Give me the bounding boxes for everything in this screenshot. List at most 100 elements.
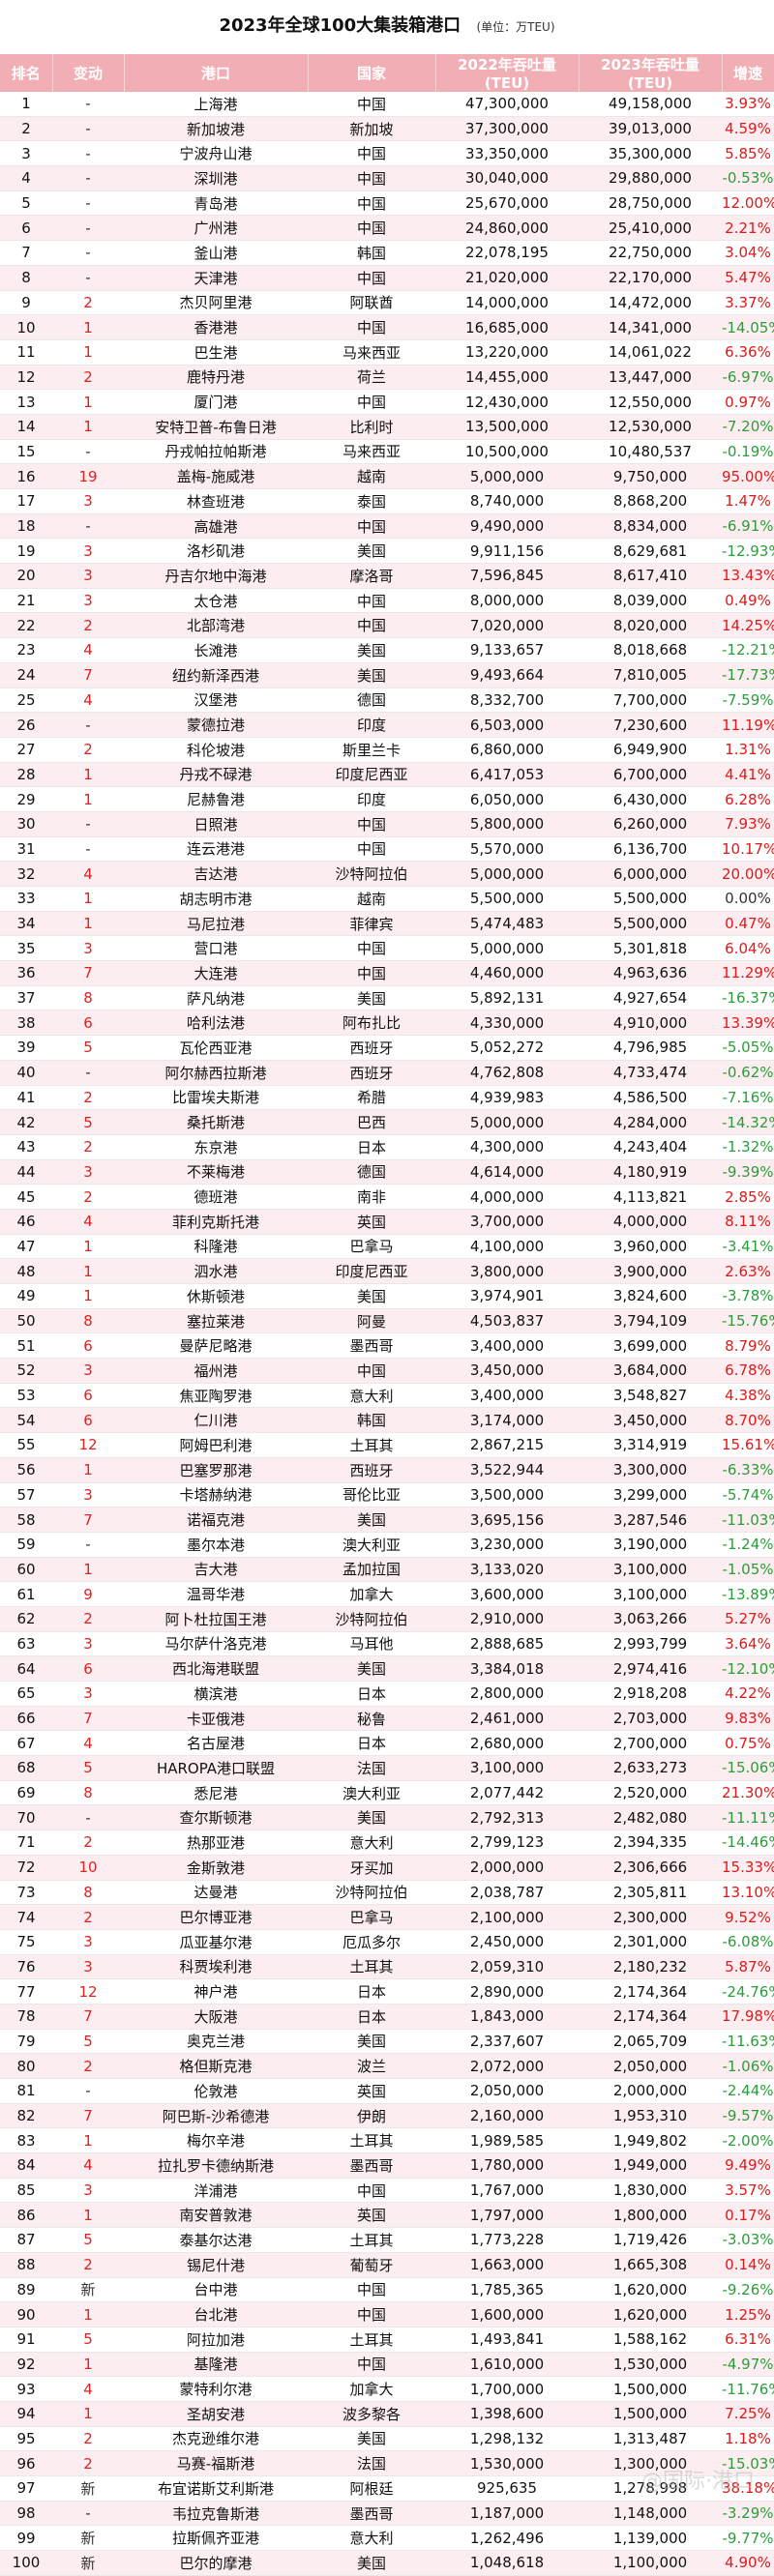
growth-cell: -1.32%: [722, 1134, 774, 1160]
port-cell: 大连港: [124, 960, 308, 986]
page-title: 2023年全球100大集装箱港口: [219, 15, 461, 36]
table-row: 56 1 巴塞罗那港 西班牙 3,522,944 3,300,000 -6.33%: [0, 1457, 774, 1483]
volume-2023-cell: 3,824,600: [579, 1283, 722, 1309]
country-cell: 沙特阿拉伯: [308, 1606, 435, 1632]
volume-2023-cell: 4,180,919: [579, 1159, 722, 1186]
volume-2022-cell: 13,500,000: [435, 414, 579, 440]
country-cell: 波多黎各: [308, 2401, 435, 2427]
port-cell: 上海港: [124, 92, 308, 117]
country-cell: 英国: [308, 2078, 435, 2104]
volume-2022-cell: 2,160,000: [435, 2103, 579, 2129]
port-cell: 拉斯佩齐亚港: [124, 2525, 308, 2552]
volume-2023-cell: 6,430,000: [579, 786, 722, 812]
table-row: 18- 高雄港 中国 9,490,000 8,834,000 -6.91%: [0, 513, 774, 540]
volume-2023-cell: 12,550,000: [579, 389, 722, 415]
change-cell: -: [52, 240, 124, 266]
title: 2023年全球100大集装箱港口 (单位：万TEU): [0, 12, 774, 37]
rank-cell: 100: [0, 2550, 52, 2576]
volume-2022-cell: 5,000,000: [435, 1109, 579, 1135]
country-cell: 中国: [308, 935, 435, 962]
table-row: 54 6 仁川港 韩国 3,174,000 3,450,000 8.70%: [0, 1407, 774, 1434]
growth-cell: 11.29%: [722, 960, 774, 986]
growth-cell: -3.29%: [722, 2501, 774, 2527]
volume-2023-cell: 6,949,900: [579, 737, 722, 763]
volume-2023-cell: 5,301,818: [579, 935, 722, 962]
rank-cell: 85: [0, 2178, 52, 2204]
country-cell: 印度: [308, 786, 435, 812]
volume-2022-cell: 2,461,000: [435, 1706, 579, 1732]
volume-2023-cell: 3,063,266: [579, 1606, 722, 1632]
rank-cell: 13: [0, 389, 52, 415]
port-cell: 瓦伦西亚港: [124, 1035, 308, 1061]
volume-2022-cell: 3,100,000: [435, 1755, 579, 1781]
growth-cell: -3.03%: [722, 2227, 774, 2253]
port-cell: 台北港: [124, 2301, 308, 2327]
growth-cell: 3.37%: [722, 290, 774, 316]
volume-2023-cell: 3,900,000: [579, 1258, 722, 1284]
table-row: 6- 广州港 中国 24,860,000 25,410,000 2.21%: [0, 215, 774, 242]
port-cell: 悉尼港: [124, 1780, 308, 1806]
port-cell: 仁川港: [124, 1407, 308, 1434]
rank-cell: 86: [0, 2202, 52, 2229]
volume-2023-cell: 3,287,546: [579, 1507, 722, 1533]
port-cell: 丹吉尔地中海港: [124, 563, 308, 589]
table-row: 95 2 杰克逊维尔港 美国 1,298,132 1,313,487 1.18%: [0, 2426, 774, 2452]
port-cell: 太仓港: [124, 588, 308, 614]
volume-2022-cell: 37,300,000: [435, 116, 579, 142]
change-cell: 7: [52, 2004, 124, 2030]
change-cell: -: [52, 439, 124, 465]
volume-2022-cell: 8,332,700: [435, 688, 579, 714]
growth-cell: 0.97%: [722, 389, 774, 415]
country-cell: 加拿大: [308, 1581, 435, 1607]
country-cell: 美国: [308, 2550, 435, 2576]
volume-2022-cell: 2,077,442: [435, 1780, 579, 1806]
volume-2022-cell: 16,685,000: [435, 314, 579, 340]
country-cell: 伊朗: [308, 2103, 435, 2129]
port-cell: 长滩港: [124, 637, 308, 663]
rank-cell: 1: [0, 92, 52, 117]
rank-cell: 45: [0, 1184, 52, 1210]
change-cell: -: [52, 92, 124, 117]
table-row: 72 10 金斯敦港 牙买加 2,000,000 2,306,666 15.33%: [0, 1855, 774, 1881]
rank-cell: 99: [0, 2525, 52, 2552]
port-cell: 巴生港: [124, 339, 308, 366]
volume-2023-cell: 4,243,404: [579, 1134, 722, 1160]
growth-cell: -5.05%: [722, 1035, 774, 1061]
port-cell: 德班港: [124, 1184, 308, 1210]
port-cell: 科伦坡港: [124, 737, 308, 763]
rank-cell: 14: [0, 414, 52, 440]
growth-cell: 14.25%: [722, 612, 774, 639]
rank-cell: 23: [0, 637, 52, 663]
rank-cell: 97: [0, 2475, 52, 2502]
table-row: 98- 韦拉克鲁斯港 墨西哥 1,187,000 1,148,000 -3.29%: [0, 2501, 774, 2527]
table-row: 49 1 休斯顿港 美国 3,974,901 3,824,600 -3.78%: [0, 1283, 774, 1309]
volume-2022-cell: 4,614,000: [435, 1159, 579, 1186]
growth-cell: 8.11%: [722, 1209, 774, 1235]
country-cell: 阿曼: [308, 1308, 435, 1334]
country-cell: 中国: [308, 811, 435, 837]
port-cell: 格但斯克港: [124, 2053, 308, 2079]
volume-2022-cell: 14,455,000: [435, 365, 579, 391]
volume-2023-cell: 2,306,666: [579, 1855, 722, 1881]
growth-cell: -9.77%: [722, 2525, 774, 2552]
port-cell: 鹿特丹港: [124, 365, 308, 391]
rank-cell: 20: [0, 563, 52, 589]
change-cell: 1: [52, 2301, 124, 2327]
growth-cell: -9.57%: [722, 2103, 774, 2129]
table-row: 41 2 比雷埃夫斯港 希腊 4,939,983 4,586,500 -7.16%: [0, 1085, 774, 1111]
volume-2022-cell: 1,989,585: [435, 2127, 579, 2154]
volume-2022-cell: 4,460,000: [435, 960, 579, 986]
change-cell: -: [52, 1532, 124, 1558]
change-cell: 7: [52, 662, 124, 688]
rank-cell: 88: [0, 2252, 52, 2278]
header-col-growth: 增速: [722, 54, 774, 92]
country-cell: 美国: [308, 1804, 435, 1831]
growth-cell: 8.70%: [722, 1407, 774, 1434]
change-cell: 5: [52, 1755, 124, 1781]
volume-2023-cell: 2,065,709: [579, 2029, 722, 2055]
volume-2022-cell: 10,500,000: [435, 439, 579, 465]
header-col-2022: 2022年吞吐量(TEU): [435, 54, 580, 92]
volume-2022-cell: 4,100,000: [435, 1234, 579, 1260]
change-cell: 2: [52, 2053, 124, 2079]
